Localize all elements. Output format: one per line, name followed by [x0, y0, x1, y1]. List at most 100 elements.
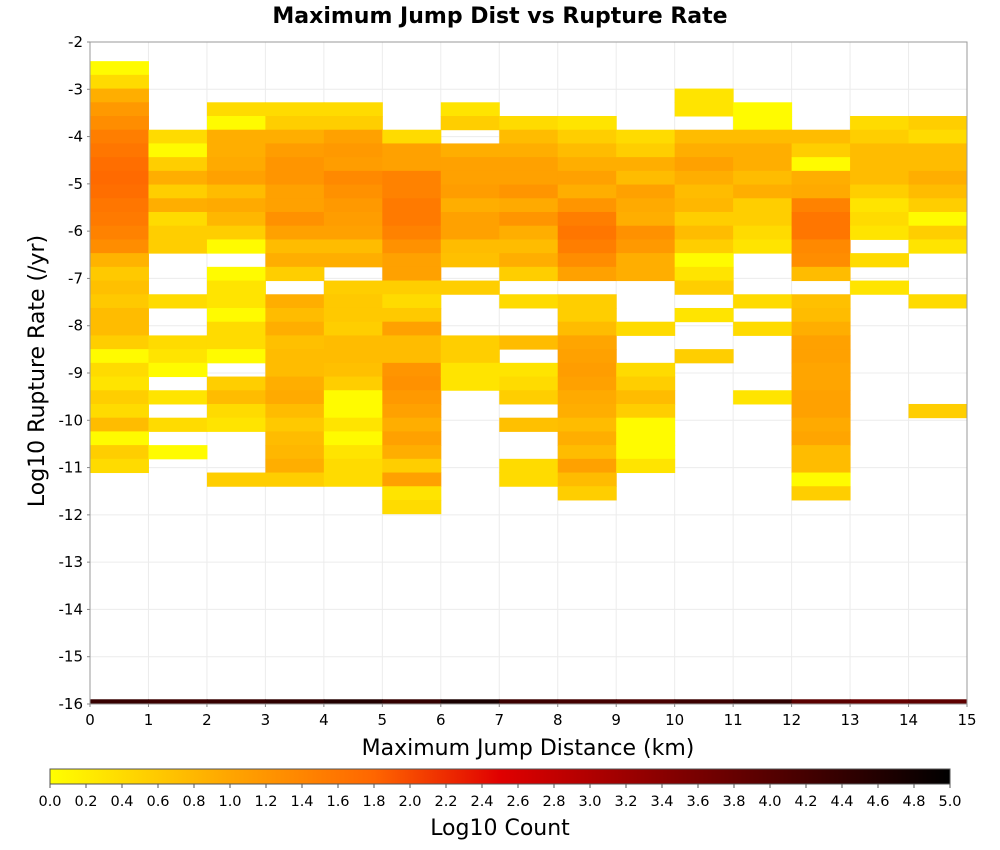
heatmap-cell [791, 445, 851, 460]
colorbar-tick-label: 2.0 [398, 794, 421, 810]
heatmap-cell [206, 198, 266, 213]
heatmap-cell [557, 417, 617, 432]
heatmap-cell [440, 349, 500, 364]
heatmap-cell [90, 362, 149, 378]
heatmap-cell [265, 335, 325, 350]
heatmap-cell [440, 253, 500, 268]
heatmap-cell [323, 129, 383, 144]
heatmap-cell [265, 239, 325, 254]
heatmap-cell [908, 184, 967, 199]
heatmap-cell [616, 458, 676, 474]
heatmap-cell [908, 116, 967, 131]
heatmap-cell [733, 102, 793, 117]
heatmap-cell [90, 321, 149, 336]
colorbar-tick-label: 4.2 [794, 794, 817, 810]
heatmap-cell [206, 143, 266, 158]
heatmap-cell [557, 294, 617, 309]
heatmap-cell [791, 458, 851, 474]
heatmap-cell [90, 61, 149, 76]
heatmap-cell [499, 143, 559, 158]
colorbar-tick-label: 5.0 [938, 794, 961, 810]
heatmap-cell-bottom [674, 699, 734, 704]
heatmap-cell [265, 253, 325, 268]
x-tick-label: 15 [957, 711, 976, 729]
heatmap-cell [323, 445, 383, 460]
heatmap-cell [323, 157, 383, 172]
heatmap-cell [148, 157, 208, 172]
heatmap-cell [323, 198, 383, 213]
heatmap-cell [791, 211, 851, 227]
heatmap-cell [206, 376, 266, 391]
heatmap-cell [148, 129, 208, 144]
heatmap-cell [90, 88, 149, 103]
heatmap-cell [440, 102, 500, 117]
colorbar-tick-label: 2.2 [434, 794, 457, 810]
heatmap-cell [557, 129, 617, 144]
heatmap-cell [850, 157, 910, 172]
y-tick-label: -15 [59, 648, 84, 666]
heatmap-cell [499, 472, 559, 487]
heatmap-cell [382, 129, 442, 144]
heatmap-cell [733, 225, 793, 240]
heatmap-cell [323, 116, 383, 131]
heatmap-cell [382, 266, 442, 282]
heatmap-cell [616, 253, 676, 268]
heatmap-cell [323, 362, 383, 378]
heatmap-cell [440, 184, 500, 199]
heatmap-cell [908, 211, 967, 227]
heatmap-cell [440, 376, 500, 391]
y-tick-label: -12 [59, 506, 84, 524]
heatmap-cell [440, 239, 500, 254]
y-tick-label: -3 [68, 80, 83, 98]
heatmap-cell [382, 458, 442, 474]
heatmap-cell [90, 184, 149, 199]
heatmap-cell [499, 157, 559, 172]
colorbar-tick-label: 4.4 [830, 794, 853, 810]
heatmap-cell [323, 307, 383, 323]
x-tick-label: 12 [782, 711, 801, 729]
heatmap-cell [265, 266, 325, 282]
colorbar-tick-label: 3.2 [614, 794, 637, 810]
heatmap-cell [90, 307, 149, 323]
heatmap-cell [557, 184, 617, 199]
heatmap-cell [90, 116, 149, 131]
heatmap-cell [791, 321, 851, 336]
heatmap-cell [323, 253, 383, 268]
x-axis-ticks: 0 1 2 3 4 5 6 7 8 9 10 11 12 13 14 15 [85, 704, 977, 729]
heatmap-cell [265, 116, 325, 131]
heatmap-cell [499, 417, 559, 432]
y-tick-label: -5 [68, 175, 83, 193]
heatmap-cell [265, 431, 325, 446]
heatmap-cell [265, 184, 325, 199]
heatmap-cell [440, 143, 500, 158]
heatmap-cell [206, 102, 266, 117]
heatmap-cell [265, 129, 325, 144]
heatmap-cell [733, 116, 793, 131]
heatmap-cell [499, 225, 559, 240]
heatmap-cell [499, 458, 559, 474]
heatmap-cell [323, 321, 383, 336]
heatmap-cell [733, 184, 793, 199]
heatmap-cell [733, 239, 793, 254]
plot-area [89, 41, 968, 705]
heatmap-cell [616, 143, 676, 158]
colorbar-tick-label: 1.6 [326, 794, 349, 810]
y-tick-label: -14 [59, 600, 84, 618]
heatmap-cell [733, 170, 793, 186]
heatmap-cell [323, 211, 383, 227]
heatmap-cell [90, 417, 149, 432]
heatmap-cell [616, 362, 676, 378]
heatmap-cell [791, 417, 851, 432]
colorbar-tick-label: 4.8 [902, 794, 925, 810]
heatmap-cell [850, 184, 910, 199]
heatmap-cell [557, 376, 617, 391]
heatmap-cell [908, 143, 967, 158]
heatmap-cell [791, 184, 851, 199]
heatmap-cell [148, 143, 208, 158]
heatmap-cell [90, 102, 149, 117]
heatmap-cell [616, 184, 676, 199]
heatmap-cell [265, 458, 325, 474]
heatmap-cell [323, 403, 383, 419]
heatmap-cell-bottom [440, 699, 500, 704]
heatmap-cell [440, 211, 500, 227]
